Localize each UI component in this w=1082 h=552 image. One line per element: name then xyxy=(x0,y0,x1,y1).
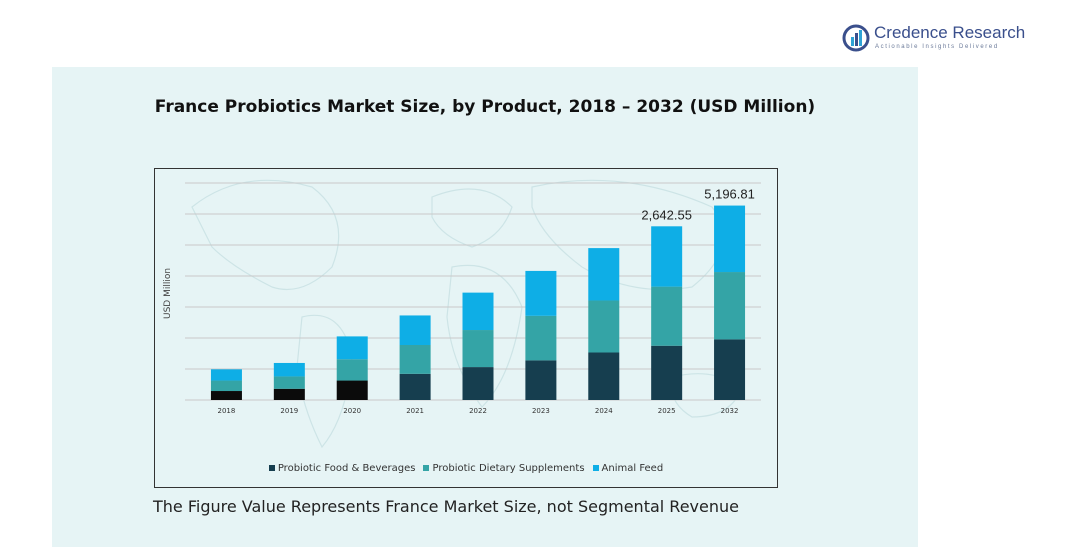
x-tick-label: 2019 xyxy=(280,407,298,415)
bar-segment xyxy=(714,339,746,400)
bar-segment xyxy=(462,292,494,331)
bar-segment xyxy=(273,376,305,389)
legend-item: Probiotic Dietary Supplements xyxy=(423,463,585,474)
legend-swatch xyxy=(423,465,430,471)
legend-item: Animal Feed xyxy=(592,463,664,474)
bar-segment xyxy=(336,336,368,360)
chart-legend: Probiotic Food & Beverages Probiotic Diet… xyxy=(155,463,777,474)
y-axis-label: USD Million xyxy=(163,267,173,319)
x-tick-label: 2021 xyxy=(406,407,424,415)
brand-name: Credence Research xyxy=(874,23,1026,42)
bar-segment xyxy=(651,286,683,346)
credence-logo-icon xyxy=(842,24,870,52)
bar-segment xyxy=(462,330,494,368)
x-tick-label: 2018 xyxy=(218,407,236,415)
bar-segment xyxy=(525,360,557,400)
bar-segment xyxy=(462,367,494,400)
bar-segment xyxy=(714,205,746,273)
legend-item: Probiotic Food & Beverages xyxy=(268,463,416,474)
chart-title: France Probiotics Market Size, by Produc… xyxy=(154,97,816,117)
bar-segment xyxy=(399,345,431,374)
bar-segment xyxy=(588,300,620,353)
bar-segment xyxy=(273,388,305,400)
bar-segment xyxy=(651,345,683,400)
bar-segment xyxy=(336,380,368,400)
bar-segment xyxy=(525,315,557,361)
bar-segment xyxy=(588,352,620,400)
bar-segment xyxy=(210,391,242,400)
bar-segment xyxy=(273,362,305,377)
legend-swatch xyxy=(268,465,275,471)
bar-segment xyxy=(714,272,746,340)
x-tick-label: 2022 xyxy=(469,407,487,415)
x-tick-label: 2024 xyxy=(595,407,613,415)
bar-segment xyxy=(588,248,620,301)
chart-area: 2018 2019 2020 2021 2022 2023 2024 2025 2,642.55… xyxy=(154,168,778,488)
bar-segment xyxy=(525,270,557,316)
x-tick-label: 2025 xyxy=(658,407,676,415)
brand-logo: Credence Research Actionable Insights De… xyxy=(842,22,1032,56)
bar-segment xyxy=(210,380,242,392)
x-tick-label: 2032 xyxy=(721,407,739,415)
brand-tagline: Actionable Insights Delivered xyxy=(875,44,999,50)
bar-segment xyxy=(399,373,431,400)
bar-segment xyxy=(210,369,242,381)
chart-panel: France Probiotics Market Size, by Produc… xyxy=(52,67,918,547)
stacked-bar-chart: 2018 2019 2020 2021 2022 2023 2024 2025 2,642.55… xyxy=(185,182,761,415)
data-label: 2,642.55 xyxy=(641,207,692,222)
x-tick-label: 2023 xyxy=(532,407,550,415)
legend-label: Animal Feed xyxy=(601,463,664,474)
data-label: 5,196.81 xyxy=(704,187,755,202)
bar-segment xyxy=(336,359,368,381)
bar-segment xyxy=(399,315,431,346)
x-tick-label: 2020 xyxy=(343,407,361,415)
legend-swatch xyxy=(592,465,599,471)
legend-label: Probiotic Food & Beverages xyxy=(277,463,416,474)
bar-segment xyxy=(651,226,683,287)
footnote: The Figure Value Represents France Marke… xyxy=(153,497,739,516)
legend-label: Probiotic Dietary Supplements xyxy=(432,463,585,474)
